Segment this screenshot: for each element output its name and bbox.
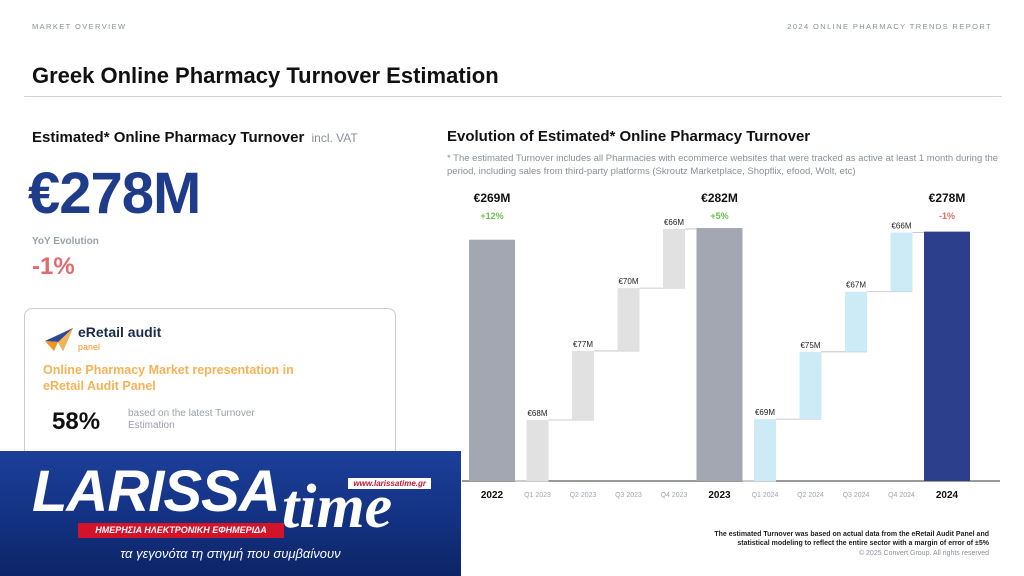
kpi-title: Estimated* Online Pharmacy Turnover incl… <box>32 129 358 146</box>
bar-quarter-label: €68M <box>527 409 547 418</box>
bar-quarter <box>572 350 594 421</box>
x-tick-label: Q1 2023 <box>524 492 551 499</box>
bar-quarter-label: €66M <box>891 222 911 231</box>
bar-quarter-label: €75M <box>800 341 820 350</box>
x-tick-label: Q1 2024 <box>752 492 779 499</box>
bar-quarter-label: €70M <box>618 277 638 286</box>
logo-name: eRetail audit <box>78 324 162 340</box>
bar-change-label: -1% <box>939 211 955 221</box>
bar-total-label: €282M <box>701 191 738 205</box>
brand-subtitle: ΗΜΕΡΗΣΙΑ ΗΛΕΚΤΡΟΝΙΚΗ ΕΦΗΜΕΡΙΔΑ <box>78 523 284 538</box>
larissatime-banner[interactable]: LARISSA time www.larissatime.gr ΗΜΕΡΗΣΙΑ… <box>0 451 461 576</box>
yoy-value: -1% <box>32 253 75 280</box>
x-tick-label: Q2 2024 <box>797 492 824 499</box>
panel-note: based on the latest Turnover Estimation <box>128 408 255 431</box>
bar-quarter <box>890 232 913 292</box>
x-tick-label: 2022 <box>481 490 504 501</box>
bar-total-label: €278M <box>929 191 966 205</box>
x-tick-label: 2023 <box>708 490 731 501</box>
brand-larissa: LARISSA <box>32 459 281 524</box>
x-tick-label: Q4 2023 <box>661 492 688 499</box>
copyright: © 2025 Convert Group. All rights reserve… <box>858 550 989 557</box>
footer-note: The estimated Turnover was based on actu… <box>714 531 989 547</box>
x-tick-label: Q3 2023 <box>615 492 642 499</box>
bar-quarter-label: €67M <box>846 281 866 290</box>
bar-total <box>924 231 970 481</box>
eretail-logo: eRetail audit panel <box>43 323 183 355</box>
x-tick-label: 2024 <box>936 490 959 501</box>
bar-quarter-label: €77M <box>573 340 593 349</box>
bar-quarter <box>754 419 776 481</box>
panel-heading: Online Pharmacy Market representation in… <box>43 363 294 393</box>
bar-quarter <box>845 291 867 352</box>
brand-url[interactable]: www.larissatime.gr <box>348 478 431 489</box>
x-tick-label: Q3 2024 <box>843 492 870 499</box>
paper-plane-icon <box>45 328 73 351</box>
bar-total <box>696 228 743 481</box>
kpi-title-text: Estimated* Online Pharmacy Turnover <box>32 129 305 146</box>
bar-change-label: +5% <box>710 211 728 221</box>
section-label: MARKET OVERVIEW <box>32 22 127 31</box>
bar-quarter <box>663 228 685 289</box>
page-title: Greek Online Pharmacy Turnover Estimatio… <box>32 63 499 88</box>
bar-quarter-label: €66M <box>664 218 684 227</box>
logo-sub: panel <box>78 342 101 352</box>
chart-title: Evolution of Estimated* Online Pharmacy … <box>447 128 811 145</box>
panel-percentage: 58% <box>52 408 101 435</box>
chart-note: * The estimated Turnover includes all Ph… <box>447 153 999 177</box>
x-tick-label: Q2 2023 <box>570 492 597 499</box>
x-tick-label: Q4 2024 <box>888 492 915 499</box>
bar-quarter <box>526 420 549 481</box>
title-divider <box>24 96 1002 97</box>
kpi-vat-note: incl. VAT <box>311 131 358 145</box>
bar-total <box>469 239 515 481</box>
bar-quarter <box>799 351 822 420</box>
bar-quarter-label: €69M <box>755 408 775 417</box>
report-label: 2024 ONLINE PHARMACY TRENDS REPORT <box>787 22 992 31</box>
brand-tagline: τα γεγονότα τη στιγμή που συμβαίνουν <box>120 546 341 561</box>
bar-change-label: +12% <box>480 211 503 221</box>
yoy-label: YoY Evolution <box>32 236 99 247</box>
bar-total-label: €269M <box>474 191 511 205</box>
kpi-value: €278M <box>28 161 201 226</box>
bar-quarter <box>617 288 640 351</box>
